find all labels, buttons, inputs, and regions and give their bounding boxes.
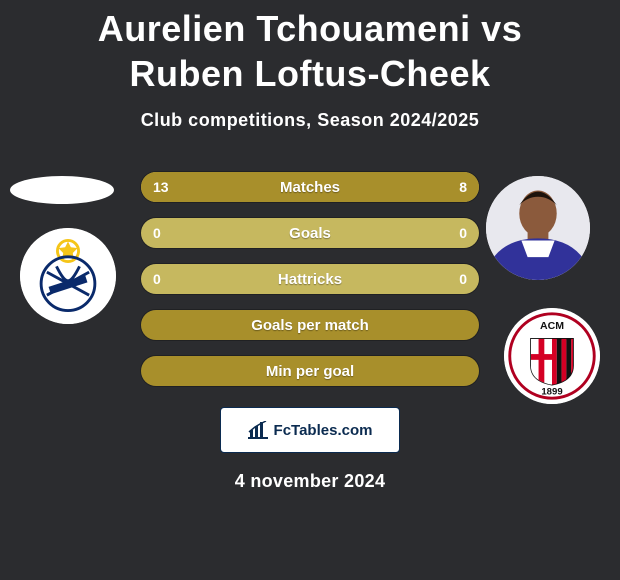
svg-text:ACM: ACM [540, 320, 564, 332]
stat-value-right: 0 [459, 218, 467, 248]
player-right-avatar [486, 176, 590, 280]
stat-label: Goals per match [141, 310, 479, 340]
stat-row: Hattricks0 0 [140, 263, 480, 295]
stat-label: Goals [141, 218, 479, 248]
stat-value-left: 0 [153, 264, 161, 294]
club-crest-left [20, 228, 116, 324]
stat-label: Matches [141, 172, 479, 202]
page-title: Aurelien Tchouameni vs Ruben Loftus-Chee… [0, 0, 620, 96]
player-left-avatar [10, 176, 114, 204]
stat-label: Min per goal [141, 356, 479, 386]
club-crest-right: ACM 1899 [504, 308, 600, 404]
stat-row: Goals per match [140, 309, 480, 341]
stat-row: Min per goal [140, 355, 480, 387]
stat-value-left: 13 [153, 172, 169, 202]
stat-value-left: 0 [153, 218, 161, 248]
stat-row: Matches13 8 [140, 171, 480, 203]
stat-value-right: 8 [459, 172, 467, 202]
date-label: 4 november 2024 [0, 471, 620, 492]
stat-label: Hattricks [141, 264, 479, 294]
svg-text:1899: 1899 [541, 386, 562, 397]
brand-badge[interactable]: FcTables.com [220, 407, 400, 453]
stat-value-right: 0 [459, 264, 467, 294]
chart-icon [248, 421, 268, 439]
stat-row: Goals0 0 [140, 217, 480, 249]
subtitle: Club competitions, Season 2024/2025 [0, 110, 620, 131]
brand-text: FcTables.com [274, 422, 373, 439]
